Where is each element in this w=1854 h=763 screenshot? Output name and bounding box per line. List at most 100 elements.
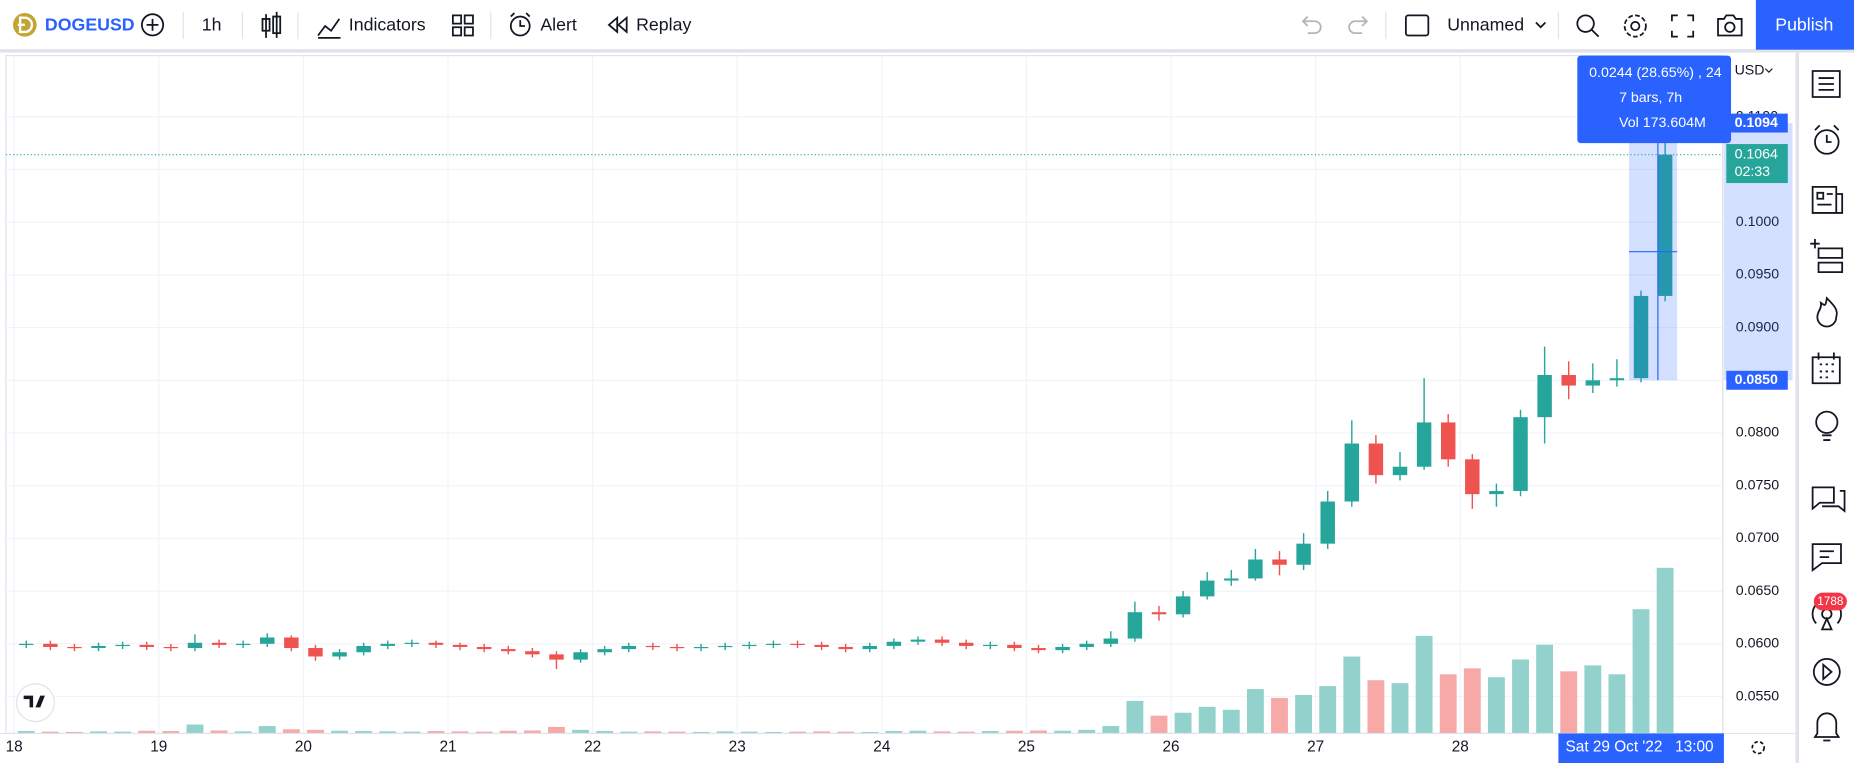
measure-tooltip: 0.0244 (28.65%) , 24 7 bars, 7h Vol 173.… [1577,55,1732,144]
crosshair-date: Sat 29 Oct '22 [1566,739,1663,756]
volume-bar [1174,712,1192,734]
candle-body [983,644,998,647]
volume-bar [1415,635,1433,734]
volume-bar [861,731,879,734]
range-low-label: 0.0850 [1735,372,1778,388]
snapshot-icon[interactable] [1717,14,1743,37]
candle-body [910,639,926,642]
volume-bar [1560,671,1578,734]
chats-icon[interactable] [1811,486,1846,513]
replay-panel-play [1822,662,1833,681]
candle-body [43,643,58,647]
layout-name[interactable]: Unnamed [1447,15,1524,35]
replay-button[interactable]: Replay [636,15,691,35]
replay-panel-icon[interactable] [1812,658,1841,686]
measure-change: 0.0244 (28.65%) , 24 [1589,65,1722,81]
fullscreen-icon[interactable] [1671,14,1695,38]
volume-bar [355,731,373,734]
volume-bar [1536,644,1554,734]
settings-icon-center [1630,20,1641,32]
axis-settings-icon[interactable] [1751,740,1766,755]
currency-chevron[interactable] [1764,68,1773,73]
volume-bar [548,726,565,734]
calendar-icon[interactable] [1811,352,1841,385]
volume-bar [234,731,252,734]
grid [5,55,1723,734]
candle-body [549,654,564,660]
indicators-icon[interactable] [317,18,341,39]
layout-icon[interactable] [1404,14,1430,37]
ideas-icon[interactable] [1815,410,1839,434]
volume-bar [1463,668,1481,734]
volume-bar [1078,729,1096,734]
alerts-icon[interactable] [1814,129,1840,155]
x-tick-label: 21 [439,739,456,756]
volume-bar [716,731,734,734]
volume-bar [909,730,927,734]
candle-body [476,646,492,650]
volume-bar [572,729,590,734]
candle-body [163,646,179,649]
volume-bar [1295,694,1313,734]
volume-bar [451,731,469,734]
notifications-icon[interactable] [1813,712,1841,742]
replay-icon[interactable] [607,15,628,34]
interval-button[interactable]: 1h [202,15,222,35]
candle-body [1320,501,1335,544]
crosshair-time: 13:00 [1675,739,1713,756]
layout-chevron[interactable] [1535,21,1547,29]
last-price-label: 0.1064 [1735,146,1778,162]
candle-body [766,643,781,646]
messages-icon[interactable] [1811,543,1842,572]
news-icon[interactable] [1811,186,1844,214]
redo-icon[interactable] [1348,15,1369,35]
alert-button[interactable]: Alert [540,15,577,35]
compare-icon[interactable] [141,13,165,37]
volume-bar [789,731,806,734]
plot-area[interactable] [5,55,1724,735]
volume-bar [692,731,710,734]
volume-bar [90,731,107,734]
candle-body [1127,612,1143,639]
trending-icon[interactable] [1816,296,1838,328]
volume-bar [1222,709,1240,734]
watchlist-icon[interactable] [1811,70,1841,98]
candle-body [742,644,757,647]
volume-bar [499,730,517,734]
publish-button[interactable] [1755,0,1854,50]
chart-type-icon[interactable] [261,11,282,38]
hotlist-icon[interactable] [1810,238,1844,273]
volume-bar [596,731,614,734]
templates-icon[interactable] [451,14,474,37]
search-icon[interactable] [1576,14,1595,33]
symbol-name[interactable]: DOGEUSD [45,15,135,35]
x-tick-label: 26 [1163,739,1180,756]
candle-body [1609,378,1625,381]
y-tick-label: 0.0800 [1736,425,1779,441]
volume-bar [1246,689,1264,734]
currency-label[interactable]: USD [1735,63,1765,79]
settings-icon[interactable] [1623,14,1647,38]
candle-body [187,642,203,649]
candle-body [260,637,275,644]
right-sidebar: 1788 [1795,50,1847,763]
candle-body [1272,559,1287,565]
symbol-button[interactable]: DOGEUSD [13,13,135,37]
volume-bar [258,726,276,734]
candle-body [356,645,371,653]
candle-body [1585,380,1601,386]
candle-body [1392,466,1408,476]
publish-label[interactable]: Publish [1775,15,1833,35]
candle-body [1344,443,1360,502]
candle-body [284,637,299,649]
indicators-button[interactable]: Indicators [349,15,426,35]
overlay [5,123,1723,381]
volume-bar [885,731,903,734]
alert-icon[interactable] [509,15,531,37]
volume-bar [740,731,758,734]
tv-logo[interactable] [15,683,55,723]
volume-bar [17,731,35,734]
candle-body [1513,417,1528,491]
undo-icon[interactable] [1301,15,1322,35]
